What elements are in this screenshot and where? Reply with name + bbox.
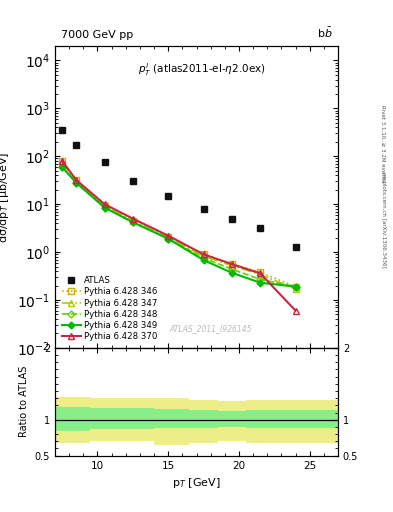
Pythia 6.428 348 [60, 164, 64, 170]
Line: Pythia 6.428 370: Pythia 6.428 370 [59, 158, 298, 313]
Pythia 6.428 347 [60, 159, 64, 165]
Pythia 6.428 348 [201, 255, 206, 261]
Text: ATLAS_2011_I926145: ATLAS_2011_I926145 [169, 324, 252, 333]
ATLAS [60, 127, 64, 133]
ATLAS [166, 193, 171, 199]
Pythia 6.428 370 [60, 158, 64, 164]
Pythia 6.428 347 [293, 286, 298, 292]
Pythia 6.428 348 [293, 284, 298, 290]
Pythia 6.428 349 [230, 270, 234, 276]
ATLAS [130, 178, 135, 184]
Pythia 6.428 347 [166, 234, 171, 241]
Text: 7000 GeV pp: 7000 GeV pp [61, 30, 133, 40]
Pythia 6.428 346 [166, 233, 171, 240]
Line: Pythia 6.428 346: Pythia 6.428 346 [59, 158, 298, 289]
Pythia 6.428 348 [230, 266, 234, 272]
Pythia 6.428 348 [74, 180, 79, 186]
Pythia 6.428 346 [74, 177, 79, 183]
Pythia 6.428 346 [230, 261, 234, 267]
Pythia 6.428 346 [102, 203, 107, 209]
Pythia 6.428 347 [258, 271, 263, 278]
Pythia 6.428 370 [258, 270, 263, 276]
Pythia 6.428 347 [201, 253, 206, 259]
ATLAS [102, 159, 107, 165]
Pythia 6.428 370 [74, 177, 79, 183]
Pythia 6.428 370 [166, 232, 171, 239]
Pythia 6.428 370 [293, 308, 298, 314]
ATLAS [230, 216, 234, 222]
Pythia 6.428 347 [230, 263, 234, 269]
Line: Pythia 6.428 347: Pythia 6.428 347 [59, 160, 298, 292]
Text: mcplots.cern.ch [arXiv:1306.3436]: mcplots.cern.ch [arXiv:1306.3436] [381, 173, 386, 268]
Y-axis label: dσ/dp$_T$ [μb/GeV]: dσ/dp$_T$ [μb/GeV] [0, 151, 11, 243]
ATLAS [258, 225, 263, 231]
Pythia 6.428 349 [293, 284, 298, 290]
Pythia 6.428 346 [201, 251, 206, 258]
Pythia 6.428 370 [230, 261, 234, 267]
Legend: ATLAS, Pythia 6.428 346, Pythia 6.428 347, Pythia 6.428 348, Pythia 6.428 349, P: ATLAS, Pythia 6.428 346, Pythia 6.428 34… [59, 273, 160, 344]
Pythia 6.428 346 [258, 269, 263, 275]
Text: $p_T^l$ (atlas2011-el-$\eta$2.0ex): $p_T^l$ (atlas2011-el-$\eta$2.0ex) [138, 61, 266, 78]
Pythia 6.428 349 [201, 257, 206, 263]
Pythia 6.428 347 [102, 203, 107, 209]
Line: ATLAS: ATLAS [59, 127, 299, 250]
Pythia 6.428 370 [130, 216, 135, 222]
Pythia 6.428 347 [130, 218, 135, 224]
Pythia 6.428 348 [258, 276, 263, 283]
Pythia 6.428 370 [201, 251, 206, 258]
ATLAS [74, 142, 79, 148]
Text: b$\bar{b}$: b$\bar{b}$ [317, 26, 332, 40]
X-axis label: p$_T$ [GeV]: p$_T$ [GeV] [172, 476, 221, 490]
Pythia 6.428 349 [102, 204, 107, 210]
Pythia 6.428 349 [258, 280, 263, 286]
ATLAS [201, 206, 206, 212]
Pythia 6.428 370 [102, 201, 107, 207]
Line: Pythia 6.428 349: Pythia 6.428 349 [60, 164, 298, 289]
Pythia 6.428 346 [293, 284, 298, 290]
Pythia 6.428 346 [60, 158, 64, 164]
Y-axis label: Ratio to ATLAS: Ratio to ATLAS [19, 366, 29, 437]
Text: Rivet 3.1.10, ≥ 3.2M events: Rivet 3.1.10, ≥ 3.2M events [381, 105, 386, 182]
Pythia 6.428 349 [130, 219, 135, 225]
Pythia 6.428 347 [74, 178, 79, 184]
Pythia 6.428 349 [166, 236, 171, 242]
ATLAS [293, 244, 298, 250]
Pythia 6.428 349 [60, 164, 64, 170]
Pythia 6.428 348 [102, 204, 107, 210]
Pythia 6.428 346 [130, 218, 135, 224]
Pythia 6.428 349 [74, 180, 79, 186]
Pythia 6.428 348 [166, 236, 171, 242]
Pythia 6.428 348 [130, 219, 135, 225]
Line: Pythia 6.428 348: Pythia 6.428 348 [60, 164, 298, 289]
